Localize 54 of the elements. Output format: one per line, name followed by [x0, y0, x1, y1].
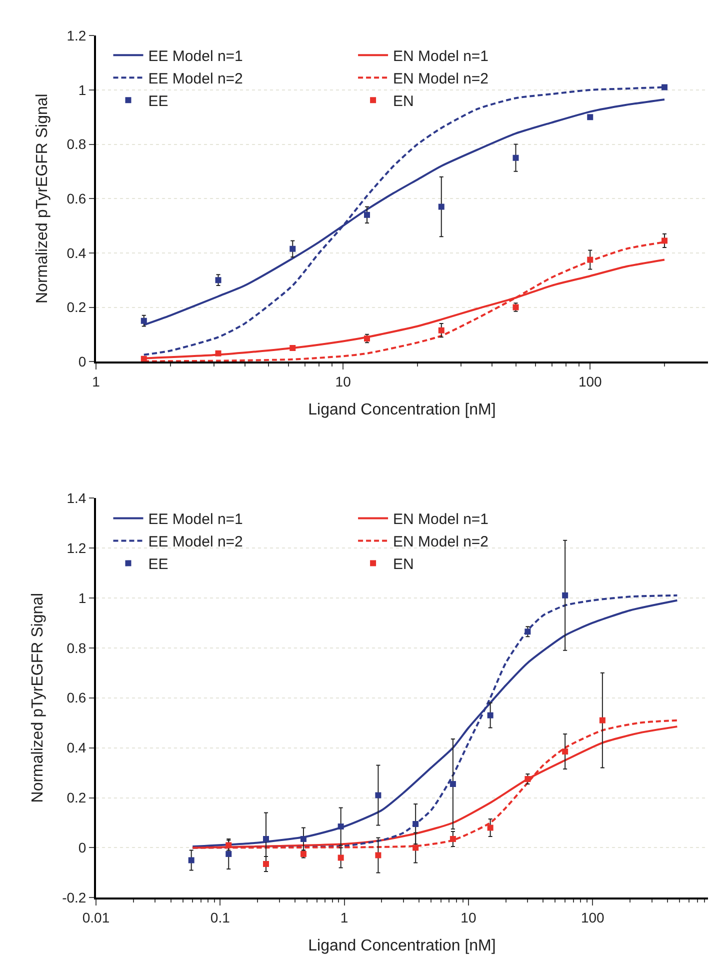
point	[661, 84, 668, 90]
legend-label: EN	[393, 556, 414, 574]
y-tick-label: 0.2	[66, 790, 86, 806]
x-tick-label: 0.01	[82, 909, 110, 926]
point	[140, 356, 147, 362]
legend-label: EN Model n=2	[393, 534, 489, 551]
point	[438, 204, 444, 210]
x-tick-label: 100	[578, 373, 602, 390]
y-tick-label: 0.4	[66, 244, 86, 261]
x-tick-label: 1	[340, 909, 348, 926]
point	[215, 350, 222, 356]
x-tick-label: 100	[580, 909, 605, 926]
y-tick-label: -0.2	[62, 890, 86, 906]
legend-label: EE Model n=2	[148, 534, 243, 551]
x-tick-label: 10	[335, 373, 352, 390]
y-tick-label: 0.6	[66, 690, 86, 706]
point	[587, 114, 594, 120]
legend-label: EN	[393, 92, 414, 110]
y-tick-label: 0	[78, 840, 86, 856]
y-tick-label: 1.2	[66, 28, 86, 44]
y-tick-label: 0	[78, 353, 86, 370]
x-tick-label: 0.1	[210, 909, 230, 926]
point	[512, 154, 519, 161]
point	[290, 344, 296, 351]
point	[290, 246, 296, 252]
x-axis-title: Ligand Concentration [nM]	[308, 938, 496, 955]
y-tick-label: 1	[78, 82, 86, 98]
x-tick-label: 1	[92, 373, 100, 390]
legend-label: EN Model n=2	[393, 70, 489, 88]
legend-label: EE	[148, 556, 168, 574]
y-tick-label: 0.2	[66, 299, 86, 316]
point	[140, 318, 147, 324]
legend-label: EE Model n=2	[148, 70, 243, 88]
y-axis-title: Normalized pTyrEGFR Signal	[34, 94, 52, 304]
y-tick-label: 0.4	[66, 740, 86, 756]
legend-label: EE	[148, 92, 168, 110]
legend-label: EE Model n=1	[148, 48, 243, 65]
y-tick-label: 1.4	[66, 490, 86, 506]
y-tick-label: 0.6	[66, 190, 86, 206]
y-tick-label: 0.8	[66, 136, 86, 152]
x-tick-label: 10	[460, 909, 476, 926]
x-axis-title: Ligand Concentration [nM]	[308, 402, 496, 419]
point	[438, 327, 444, 334]
y-tick-label: 1.2	[66, 540, 86, 556]
point	[215, 277, 222, 284]
y-tick-label: 0.8	[66, 640, 86, 656]
point	[587, 256, 594, 263]
legend-label: EE Model n=1	[148, 511, 243, 528]
legend-label: EN Model n=1	[393, 48, 489, 65]
point	[661, 238, 668, 244]
legend-label: EN Model n=1	[393, 511, 489, 528]
y-axis-title: Normalized pTyrEGFR Signal	[29, 592, 46, 803]
y-tick-label: 1	[78, 590, 86, 606]
point	[364, 212, 370, 218]
